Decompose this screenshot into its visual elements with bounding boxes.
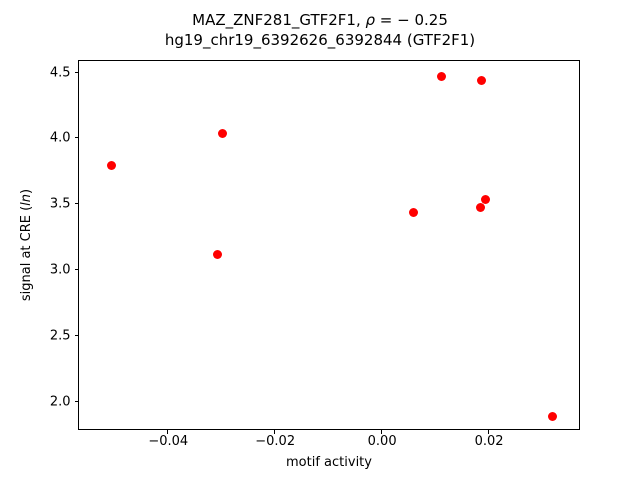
chart-title: MAZ_ZNF281_GTF2F1, ρ = − 0.25 hg19_chr19… (0, 10, 640, 50)
y-axis-tick: 4.5 (50, 66, 79, 79)
chart-title-rho-value: = − 0.25 (375, 11, 448, 29)
scatter-point (475, 202, 485, 212)
y-axis-label: signal at CRE (ln) (18, 60, 36, 430)
y-axis-tick-label: 3.0 (49, 262, 71, 278)
scatter-point (548, 411, 558, 421)
y-axis-label-prefix: signal at CRE ( (19, 205, 34, 302)
scatter-point (217, 128, 227, 138)
rho-symbol: ρ (365, 11, 376, 29)
y-axis-tick: 3.0 (50, 264, 79, 277)
y-axis-tick-label: 4.5 (49, 65, 71, 81)
chart-title-line-2: hg19_chr19_6392626_6392844 (GTF2F1) (164, 31, 476, 49)
scatter-point (481, 194, 491, 204)
scatter-point (213, 250, 222, 260)
y-axis-tick: 4.0 (50, 132, 79, 145)
plot-axes-frame: 2.0 2.5 3.0 3.5 4.0 4.5 −0.04 −0.02 0.00 0.02 (50, 60, 580, 448)
chart-title-prefix: MAZ_ZNF281_GTF2F1, (192, 11, 366, 29)
y-axis-label-unit: ln (19, 193, 34, 206)
scatter-point (436, 72, 446, 82)
x-axis-label: motif activity (286, 455, 372, 470)
y-axis-tick-label: 2.5 (49, 328, 71, 344)
plot-data-area (79, 61, 579, 429)
x-axis-tick-label: 0.00 (367, 434, 397, 449)
x-axis-tick: 0.00 (368, 429, 397, 448)
x-axis-tick: 0.02 (475, 429, 504, 448)
x-axis-tick: −0.04 (148, 429, 188, 448)
scatter-point (409, 207, 419, 217)
y-axis-tick-label: 3.5 (49, 196, 71, 212)
scatter-point (106, 160, 116, 170)
y-axis-tick-label: 2.0 (49, 394, 71, 410)
scatter-point (476, 76, 486, 86)
y-axis-tick: 2.0 (50, 395, 79, 408)
y-axis-tick: 3.5 (50, 198, 79, 211)
x-axis-tick-label: −0.04 (148, 434, 189, 449)
y-axis-tick: 2.5 (50, 329, 79, 342)
x-axis-tick-label: −0.02 (255, 434, 296, 449)
x-axis-tick: −0.02 (255, 429, 295, 448)
y-axis-label-suffix: ) (19, 188, 34, 194)
chart-title-line-1: MAZ_ZNF281_GTF2F1, ρ = − 0.25 (0, 10, 640, 30)
x-axis-tick-label: 0.02 (474, 434, 504, 449)
y-axis-tick-label: 4.0 (49, 130, 71, 146)
